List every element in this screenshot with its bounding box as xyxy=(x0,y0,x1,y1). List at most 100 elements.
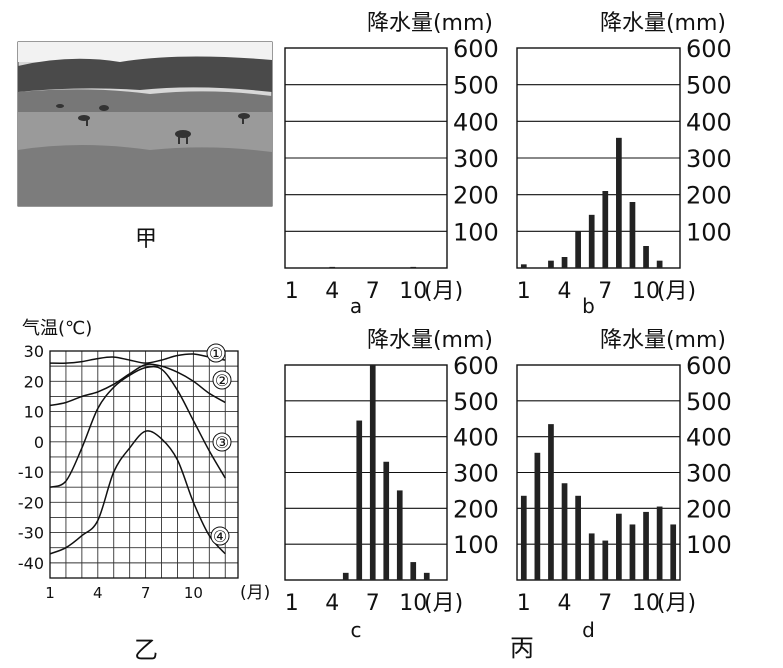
precip-bar-d-3 xyxy=(548,424,554,580)
temperature-curve-1 xyxy=(49,353,226,364)
photo-panel: 甲 xyxy=(17,41,273,252)
precip-bar-b-5 xyxy=(575,231,581,268)
curve-marker-circle-3 xyxy=(212,432,232,452)
precip-bar-c-8 xyxy=(383,461,390,580)
y-tick-label-a-100: 100 xyxy=(453,218,499,246)
y-tick-label-b-300: 300 xyxy=(686,145,732,173)
temperature-y-axis-title: 气温(℃) xyxy=(22,318,92,339)
temperature-panel-label: 乙 xyxy=(134,636,158,664)
photo-label: 甲 xyxy=(135,227,157,252)
y-axis-title-c: 降水量(mm) xyxy=(367,328,493,353)
curve-marker-circle-1 xyxy=(206,343,226,363)
x-tick-label-a-7: 7 xyxy=(366,279,380,304)
precip-bar-a-4 xyxy=(329,266,336,268)
x-tick-label-d-7: 7 xyxy=(598,591,612,616)
precip-bar-d-7 xyxy=(602,540,609,580)
y-tick-label-d-200: 200 xyxy=(686,495,732,523)
precip-bar-b-3 xyxy=(548,260,554,268)
y-tick-label-d-500: 500 xyxy=(686,388,732,416)
y-tick-label-c-200: 200 xyxy=(453,495,499,523)
panel-label-d: d xyxy=(582,618,595,642)
temp-y-tick-label: 0 xyxy=(34,433,44,452)
y-tick-label-c-100: 100 xyxy=(453,531,499,559)
y-tick-label-b-100: 100 xyxy=(686,218,732,246)
panel-label-c: c xyxy=(351,618,362,642)
temp-x-tick-label: 7 xyxy=(141,584,151,602)
curve-marker-2: ② xyxy=(215,371,229,390)
precip-bar-b-10 xyxy=(643,246,649,268)
temperature-chart: 气温(℃) 30 20 10 0 -10 -20 -30 -401 4 7 10 (月) ① ② ③ ④ xyxy=(18,318,270,603)
precip-bar-c-9 xyxy=(396,490,403,580)
precip-bar-d-4 xyxy=(561,483,568,580)
y-tick-label-b-200: 200 xyxy=(686,182,732,210)
temp-x-tick-label: 4 xyxy=(93,584,103,602)
y-tick-label-c-300: 300 xyxy=(453,460,499,488)
precip-bar-c-11 xyxy=(423,572,430,580)
y-tick-label-c-400: 400 xyxy=(453,424,499,452)
precip-bar-c-10 xyxy=(410,562,417,580)
temp-x-axis-unit: (月) xyxy=(240,583,270,603)
precip-bar-a-10 xyxy=(410,266,417,268)
x-tick-label-a-1: 1 xyxy=(285,279,299,304)
precip-bar-d-12 xyxy=(670,524,677,580)
precip-bar-c-6 xyxy=(356,420,363,580)
y-tick-label-c-500: 500 xyxy=(453,388,499,416)
x-axis-unit-a: (月) xyxy=(424,279,463,304)
y-axis-title-a: 降水量(mm) xyxy=(367,11,493,36)
y-tick-label-c-600: 600 xyxy=(453,352,499,380)
y-tick-label-d-300: 300 xyxy=(686,460,732,488)
x-tick-label-c-1: 1 xyxy=(285,591,299,616)
temp-y-tick-label: 10 xyxy=(24,403,44,422)
precip-bar-b-9 xyxy=(629,202,636,268)
temp-y-tick-label: -40 xyxy=(18,554,44,573)
curve-marker-circle-4 xyxy=(210,526,230,546)
curve-marker-1: ① xyxy=(209,344,223,363)
temp-x-tick-label: 10 xyxy=(184,584,203,602)
temp-y-tick-label: 20 xyxy=(24,372,44,391)
precip-bar-d-10 xyxy=(643,511,649,580)
precip-bar-b-11 xyxy=(656,260,663,268)
precip-bar-d-1 xyxy=(520,495,527,580)
y-axis-title-b: 降水量(mm) xyxy=(600,11,726,36)
precip-bar-d-5 xyxy=(575,495,581,580)
temperature-curve-4 xyxy=(49,430,226,555)
x-tick-label-c-10: 10 xyxy=(399,591,427,616)
curve-marker-circle-2 xyxy=(212,370,232,390)
temperature-plot-frame xyxy=(49,350,239,579)
temp-y-tick-label: 30 xyxy=(24,342,44,361)
precip-bar-d-9 xyxy=(629,524,636,580)
y-tick-label-d-600: 600 xyxy=(686,352,732,380)
precip-bar-d-11 xyxy=(656,506,663,580)
precipitation-group-label: 丙 xyxy=(510,634,534,662)
temperature-curve-2 xyxy=(49,363,226,407)
precip-bar-b-8 xyxy=(616,137,622,268)
temp-y-tick-label: -30 xyxy=(18,524,44,543)
temp-y-tick-label: -10 xyxy=(18,463,44,482)
x-axis-unit-c: (月) xyxy=(424,591,463,616)
y-tick-label-d-100: 100 xyxy=(686,531,732,559)
panel-label-b: b xyxy=(582,294,595,318)
precip-bar-c-5 xyxy=(342,572,349,580)
y-tick-label-a-500: 500 xyxy=(453,72,499,100)
x-axis-unit-b: (月) xyxy=(657,279,696,304)
y-tick-label-a-300: 300 xyxy=(453,145,499,173)
x-axis-unit-d: (月) xyxy=(657,591,696,616)
x-tick-label-b-4: 4 xyxy=(558,279,572,304)
curve-marker-4: ④ xyxy=(213,527,227,546)
x-tick-label-d-10: 10 xyxy=(632,591,660,616)
y-tick-label-a-400: 400 xyxy=(453,108,499,136)
y-tick-label-d-400: 400 xyxy=(686,424,732,452)
y-tick-label-b-500: 500 xyxy=(686,72,732,100)
temp-x-tick-label: 1 xyxy=(45,584,55,602)
precip-bar-b-7 xyxy=(602,191,609,268)
precip-bar-d-2 xyxy=(534,452,541,580)
panel-label-a: a xyxy=(350,294,362,318)
x-tick-label-a-10: 10 xyxy=(399,279,427,304)
precip-bar-c-7 xyxy=(369,365,376,580)
curve-marker-3: ③ xyxy=(215,433,229,452)
precip-bar-b-4 xyxy=(561,257,568,268)
